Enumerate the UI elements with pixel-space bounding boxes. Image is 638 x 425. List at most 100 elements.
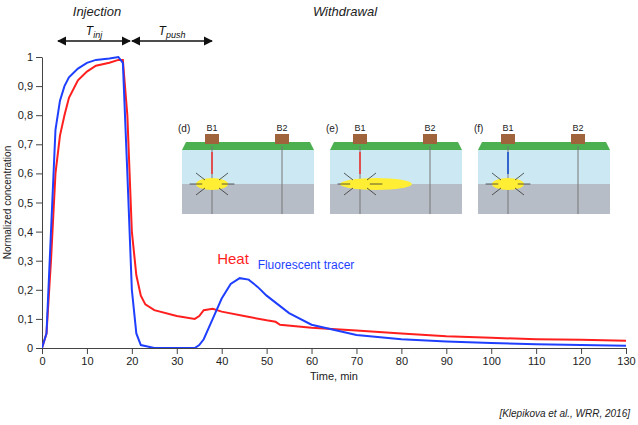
tick-label: 0,6 — [18, 167, 33, 179]
upper-layer — [478, 150, 610, 184]
flow-arrow — [196, 173, 205, 180]
tick: 0,4 — [18, 226, 42, 238]
well-head — [353, 134, 367, 144]
tick: 80 — [396, 348, 408, 367]
tick-mark — [491, 348, 492, 354]
borehole-label: B2 — [276, 123, 287, 133]
y-axis-title: Normalized concentration — [2, 146, 13, 259]
tick: 0 — [27, 342, 42, 354]
tick-label: 1 — [27, 51, 33, 63]
tick-label: 90 — [441, 355, 453, 367]
tick-mark — [36, 290, 42, 291]
pump-arrow — [359, 152, 361, 174]
tick-label: 60 — [306, 355, 318, 367]
tick-mark — [36, 115, 42, 116]
tick-mark — [177, 348, 178, 354]
flow-arrow — [190, 184, 203, 185]
flow-arrow — [219, 188, 228, 195]
phase-label: Withdrawal — [313, 4, 378, 19]
tick-label: 20 — [126, 355, 138, 367]
x-axis-title: Time, min — [310, 370, 358, 382]
tick-label: 0 — [39, 355, 45, 367]
duration-label: Tpush — [159, 24, 186, 40]
tick-mark — [36, 319, 42, 320]
x-axis: 0102030405060708090100110120130 — [39, 348, 635, 367]
tick-label: 70 — [351, 355, 363, 367]
series-label: Fluorescent tracer — [258, 258, 355, 272]
tick: 0,1 — [18, 313, 42, 325]
borehole — [282, 146, 283, 214]
duration-label: Tinj — [86, 24, 103, 40]
tick: 10 — [81, 348, 93, 367]
tick-label: 0,1 — [18, 313, 33, 325]
tick-mark — [132, 348, 133, 354]
tick: 30 — [171, 348, 183, 367]
tick-mark — [36, 348, 42, 349]
tick: 120 — [572, 348, 590, 367]
tick: 0,6 — [18, 167, 42, 179]
borehole-label: B1 — [502, 123, 513, 133]
pump-arrow — [211, 152, 213, 174]
tick-mark — [446, 348, 447, 354]
tick-label: 30 — [171, 355, 183, 367]
tick-mark — [581, 348, 582, 354]
duration-arrow — [58, 40, 130, 41]
inset-label: (f) — [474, 123, 483, 134]
tick: 110 — [528, 348, 546, 367]
tick: 1 — [27, 51, 42, 63]
tick-mark — [36, 57, 42, 58]
tick-label: 110 — [528, 355, 546, 367]
tick-label: 0,7 — [18, 138, 33, 150]
tick: 100 — [483, 348, 501, 367]
tick: 40 — [216, 348, 228, 367]
tick: 60 — [306, 348, 318, 367]
upper-layer — [182, 150, 314, 184]
borehole-label: B1 — [206, 123, 217, 133]
lines — [42, 57, 626, 348]
source: [Klepikova et al., WRR, 2016] — [498, 408, 630, 419]
phase-label: Injection — [73, 4, 121, 19]
flow-arrow — [515, 188, 524, 195]
tick: 0,5 — [18, 197, 42, 209]
borehole-label: B2 — [424, 123, 435, 133]
tick-mark — [36, 203, 42, 204]
ground-surface — [330, 142, 462, 150]
tick-label: 0 — [27, 342, 33, 354]
tick-mark — [312, 348, 313, 354]
ground-surface — [478, 142, 610, 150]
flow-arrow — [370, 184, 383, 185]
inset-label: (e) — [326, 123, 338, 134]
tick-label: 0,4 — [18, 226, 33, 238]
flow-arrow — [196, 188, 205, 195]
tick-label: 0,9 — [18, 80, 33, 92]
flow-arrow — [367, 173, 376, 180]
series-line — [42, 60, 626, 348]
tick: 0,2 — [18, 284, 42, 296]
well-head — [423, 134, 437, 144]
tick-mark — [36, 173, 42, 174]
inset-label: (d) — [178, 123, 190, 134]
borehole — [578, 146, 579, 214]
tick-mark — [36, 144, 42, 145]
axis-line — [42, 58, 43, 349]
flow-arrow — [492, 173, 501, 180]
tick-label: 100 — [483, 355, 501, 367]
flow-arrow — [222, 184, 235, 185]
tick-mark — [36, 232, 42, 233]
tick: 0,7 — [18, 138, 42, 150]
well-head — [571, 134, 585, 144]
flow-arrow — [486, 184, 499, 185]
tick: 20 — [126, 348, 138, 367]
inset: (d) B1 B2 — [178, 123, 314, 214]
plume — [340, 178, 412, 190]
tick-mark — [267, 348, 268, 354]
duration-arrow — [132, 40, 212, 41]
tick-label: 0,2 — [18, 284, 33, 296]
axis-line — [43, 348, 627, 349]
y-axis: 00,10,20,30,40,50,60,70,80,91 — [18, 51, 43, 354]
well-head — [205, 134, 219, 144]
series-label: Heat — [217, 250, 250, 267]
tick: 0,8 — [18, 109, 42, 121]
well-head — [501, 134, 515, 144]
pump-arrow — [507, 152, 509, 174]
